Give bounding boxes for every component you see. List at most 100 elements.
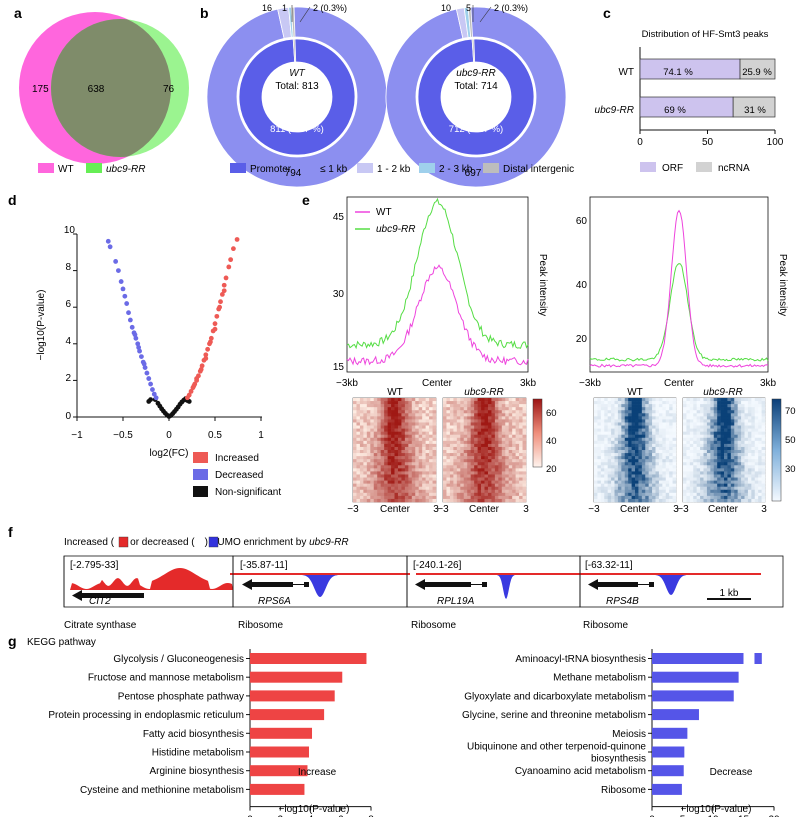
heatmap-cell bbox=[683, 483, 687, 488]
heatmap-cell bbox=[693, 413, 697, 417]
panel-letter-d: d bbox=[8, 192, 17, 208]
heatmap-cell bbox=[631, 434, 636, 439]
heatmap-cell bbox=[377, 492, 381, 497]
heatmap-cell bbox=[449, 477, 454, 481]
heatmap-cell bbox=[700, 474, 704, 478]
data-point bbox=[150, 387, 155, 392]
heatmap-cell bbox=[359, 495, 364, 500]
heatmap-cell bbox=[696, 495, 701, 500]
heatmap-cell bbox=[394, 416, 399, 420]
heatmap-cell bbox=[460, 486, 465, 491]
heatmap-cell bbox=[638, 443, 643, 448]
heatmap-cell bbox=[512, 407, 516, 411]
heatmap-cell bbox=[703, 416, 708, 420]
heatmap-cell bbox=[631, 486, 636, 491]
heatmap-cell bbox=[597, 431, 602, 436]
data-point bbox=[148, 381, 154, 387]
heatmap-cell bbox=[491, 468, 496, 472]
data-point bbox=[132, 332, 138, 338]
heatmap-cell bbox=[463, 422, 468, 426]
heatmap-cell bbox=[391, 495, 395, 500]
heatmap-cell bbox=[356, 450, 361, 454]
heatmap-cell bbox=[631, 416, 636, 420]
heatmap-cell bbox=[373, 459, 378, 463]
heatmap-cell bbox=[391, 398, 395, 402]
data-point bbox=[139, 354, 144, 360]
heatmap-cell bbox=[717, 410, 721, 414]
heatmap-cell bbox=[432, 404, 437, 408]
heatmap-cell bbox=[429, 443, 433, 448]
heatmap-cell bbox=[713, 468, 718, 472]
heatmap-cell bbox=[645, 398, 649, 402]
heatmap-cell bbox=[377, 419, 381, 423]
heatmap-cell bbox=[453, 459, 458, 463]
data-point bbox=[120, 286, 126, 292]
heatmap-cell bbox=[700, 459, 704, 463]
heatmap-cell bbox=[758, 437, 762, 442]
heatmap-cell bbox=[446, 450, 451, 454]
heatmap-cell bbox=[686, 401, 691, 405]
heatmap-cell bbox=[751, 462, 756, 466]
heatmap-cell bbox=[508, 410, 513, 414]
heatmap-cell bbox=[494, 486, 499, 491]
heatmap-cell bbox=[474, 443, 478, 448]
heatmap-cell bbox=[628, 489, 632, 494]
heatmap-cell bbox=[353, 440, 357, 445]
heatmap-cell bbox=[397, 474, 402, 478]
axis-ticks bbox=[73, 233, 262, 421]
heatmap-cell bbox=[397, 398, 402, 402]
heatmap-cell bbox=[359, 459, 364, 463]
heatmap-cell bbox=[432, 398, 437, 402]
heatmap-cell bbox=[717, 407, 721, 411]
heatmap-cell bbox=[359, 410, 364, 414]
heatmap-cell bbox=[614, 437, 619, 442]
heatmap-cell bbox=[645, 480, 649, 484]
heatmap-cell bbox=[594, 465, 598, 469]
panel-b: b WT Total: 813 811 (99.7 %) 794 16 1 2 … bbox=[200, 3, 574, 188]
heatmap-cell bbox=[425, 474, 430, 478]
heatmap-cell bbox=[611, 486, 615, 491]
heatmap-cell bbox=[652, 401, 656, 405]
x-tick-label: 0 bbox=[166, 430, 172, 441]
heatmap-cell bbox=[456, 428, 461, 432]
heatmap-cell bbox=[449, 419, 454, 423]
y-tick-label: 8 bbox=[65, 262, 71, 273]
heatmap-cell bbox=[397, 465, 402, 469]
heatmap-cell bbox=[662, 443, 667, 448]
heatmap-cell bbox=[519, 477, 523, 481]
heatmap-cell bbox=[487, 443, 492, 448]
heatmap-cell bbox=[696, 416, 701, 420]
heatmap-cell bbox=[696, 498, 701, 503]
heatmap-cell bbox=[494, 443, 499, 448]
heatmap-cell bbox=[641, 428, 646, 432]
heatmap-cell bbox=[631, 443, 636, 448]
heatmap-cell bbox=[470, 404, 475, 408]
heatmap-cell bbox=[594, 453, 598, 457]
heatmap-cell bbox=[737, 401, 742, 405]
heatmap-cell bbox=[717, 416, 721, 420]
heatmap-cell bbox=[628, 407, 632, 411]
heatmap-cell bbox=[463, 477, 468, 481]
heatmap-cell bbox=[741, 483, 745, 488]
heatmap-cell bbox=[648, 419, 653, 423]
heatmap-cell bbox=[689, 450, 694, 454]
heatmap-cell bbox=[614, 495, 619, 500]
heatmap-cell bbox=[359, 446, 364, 451]
heatmap-cell bbox=[467, 446, 471, 451]
heatmap-cell bbox=[484, 453, 489, 457]
heatmap-cell bbox=[494, 398, 499, 402]
heatmap-cell bbox=[761, 410, 766, 414]
heatmap-cell bbox=[463, 465, 468, 469]
heatmap-cell bbox=[404, 498, 409, 503]
heatmap-cell bbox=[710, 416, 715, 420]
data-point bbox=[107, 244, 113, 250]
heatmap-cell bbox=[631, 453, 636, 457]
heatmap-cell bbox=[404, 462, 409, 466]
heatmap-cell bbox=[512, 465, 516, 469]
heatmap-cell bbox=[761, 450, 766, 454]
heatmap-cell bbox=[703, 410, 708, 414]
heatmap-cell bbox=[456, 443, 461, 448]
heatmap-cell bbox=[761, 456, 766, 460]
heatmap-cell bbox=[724, 446, 728, 451]
heatmap-cell bbox=[696, 419, 701, 423]
